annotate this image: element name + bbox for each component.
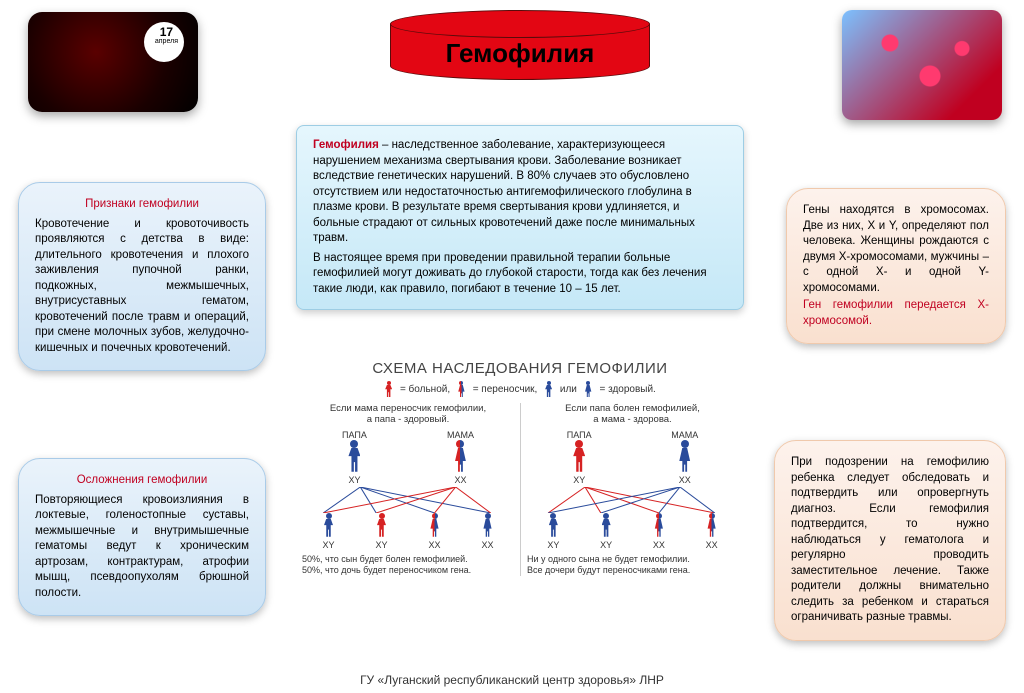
- date-badge: 17 апреля: [155, 26, 178, 45]
- papa-figure-r: [570, 440, 588, 472]
- child-figure: XY: [375, 513, 388, 550]
- mama-label-l: МАМА: [447, 430, 474, 440]
- complications-box: Осложнения гемофилии Повторяющиеся крово…: [18, 458, 266, 616]
- mama-figure-l: [451, 440, 469, 472]
- daughter-icon: [652, 513, 665, 537]
- legend-sick: = больной,: [400, 384, 450, 395]
- mama-label-r: МАМА: [671, 430, 698, 440]
- daughter-icon: [428, 513, 441, 537]
- son-icon: [375, 513, 388, 537]
- lines-right: [527, 487, 738, 513]
- son-icon: [547, 513, 560, 537]
- child-figure: XX: [705, 513, 718, 550]
- definition-box: Гемофилия – наследственное заболевание, …: [296, 125, 744, 310]
- daughter-icon: [705, 513, 718, 537]
- legend-carrier-icon: [457, 381, 466, 397]
- signs-box: Признаки гемофилии Кровотечение и кровот…: [18, 182, 266, 371]
- mama-left: МАМА XX: [447, 430, 474, 485]
- child-figure: XY: [600, 513, 613, 550]
- mama-geno-l: XX: [447, 475, 474, 485]
- definition-text1: – наследственное заболевание, характериз…: [313, 139, 695, 244]
- legend-healthy: = здоровый.: [599, 384, 655, 395]
- note-left: 50%, что сын будет болен гемофилией. 50%…: [302, 554, 514, 577]
- scenario-right: Если папа болен гемофилией, а мама - здо…: [527, 403, 738, 426]
- legend-carrier: = переносчик,: [473, 384, 538, 395]
- scenario-left: Если мама переносчик гемофилии, а папа -…: [302, 403, 514, 426]
- child-figure: XX: [652, 513, 665, 550]
- papa-geno-r: XY: [567, 475, 592, 485]
- legend-healthy-m-icon: [544, 381, 553, 397]
- papa-label-r: ПАПА: [567, 430, 592, 440]
- child-geno: XY: [322, 540, 335, 550]
- signs-body: Кровотечение и кровоточивость проявляютс…: [35, 217, 249, 357]
- child-figure: XY: [547, 513, 560, 550]
- daughter-icon: [481, 513, 494, 537]
- legend-sick-icon: [384, 381, 393, 397]
- date-day: 17: [160, 25, 173, 39]
- mama-geno-r: XX: [671, 475, 698, 485]
- blood-cells-photo: 17 апреля: [28, 12, 198, 112]
- child-geno: XY: [600, 540, 613, 550]
- scheme-right: Если папа болен гемофилией, а мама - здо…: [520, 403, 744, 576]
- children-right: XY XY XX XX: [527, 513, 738, 550]
- title-banner: Гемофилия: [390, 10, 650, 82]
- page-title: Гемофилия: [390, 38, 650, 69]
- mama-figure-r: [676, 440, 694, 472]
- papa-geno-l: XY: [342, 475, 367, 485]
- lines-left: [302, 487, 514, 513]
- child-geno: XX: [705, 540, 718, 550]
- child-figure: XY: [322, 513, 335, 550]
- scheme-legend: = больной, = переносчик, или = здоровый.: [296, 381, 744, 397]
- papa-figure-l: [345, 440, 363, 472]
- date-month: апреля: [155, 38, 178, 45]
- dna-blood-illustration: [842, 10, 1002, 120]
- note-right: Ни у одного сына не будет гемофилии. Все…: [527, 554, 738, 577]
- child-geno: XY: [547, 540, 560, 550]
- children-left: XY XY XX XX: [302, 513, 514, 550]
- son-icon: [600, 513, 613, 537]
- definition-para1: Гемофилия – наследственное заболевание, …: [313, 138, 727, 247]
- son-icon: [322, 513, 335, 537]
- papa-right: ПАПА XY: [567, 430, 592, 485]
- legend-or: или: [560, 384, 577, 395]
- inheritance-scheme: СХЕМА НАСЛЕДОВАНИЯ ГЕМОФИЛИИ = больной, …: [296, 360, 744, 576]
- child-geno: XX: [652, 540, 665, 550]
- genes-box: Гены находятся в хромосомах. Две из них,…: [786, 188, 1006, 344]
- child-geno: XX: [481, 540, 494, 550]
- scheme-left: Если мама переносчик гемофилии, а папа -…: [296, 403, 520, 576]
- complications-heading: Осложнения гемофилии: [35, 473, 249, 489]
- footer-org: ГУ «Луганский республиканский центр здор…: [0, 673, 1024, 687]
- definition-keyword: Гемофилия: [313, 139, 379, 151]
- genes-body: Гены находятся в хромосомах. Две из них,…: [803, 204, 989, 294]
- signs-heading: Признаки гемофилии: [35, 197, 249, 213]
- complications-body: Повторяющиеся кровоизлияния в локтевые, …: [35, 493, 249, 602]
- papa-left: ПАПА XY: [342, 430, 367, 485]
- papa-label-l: ПАПА: [342, 430, 367, 440]
- child-figure: XX: [481, 513, 494, 550]
- scheme-title: СХЕМА НАСЛЕДОВАНИЯ ГЕМОФИЛИИ: [296, 360, 744, 377]
- child-figure: XX: [428, 513, 441, 550]
- child-geno: XY: [375, 540, 388, 550]
- child-geno: XX: [428, 540, 441, 550]
- advice-body: При подозрении на гемофилию ребенка след…: [791, 455, 989, 626]
- legend-healthy-f-icon: [584, 381, 593, 397]
- genes-highlight: Ген гемофилии передается Х-хромосомой.: [803, 298, 989, 329]
- mama-right: МАМА XX: [671, 430, 698, 485]
- definition-para2: В настоящее время при проведении правиль…: [313, 251, 727, 298]
- advice-box: При подозрении на гемофилию ребенка след…: [774, 440, 1006, 641]
